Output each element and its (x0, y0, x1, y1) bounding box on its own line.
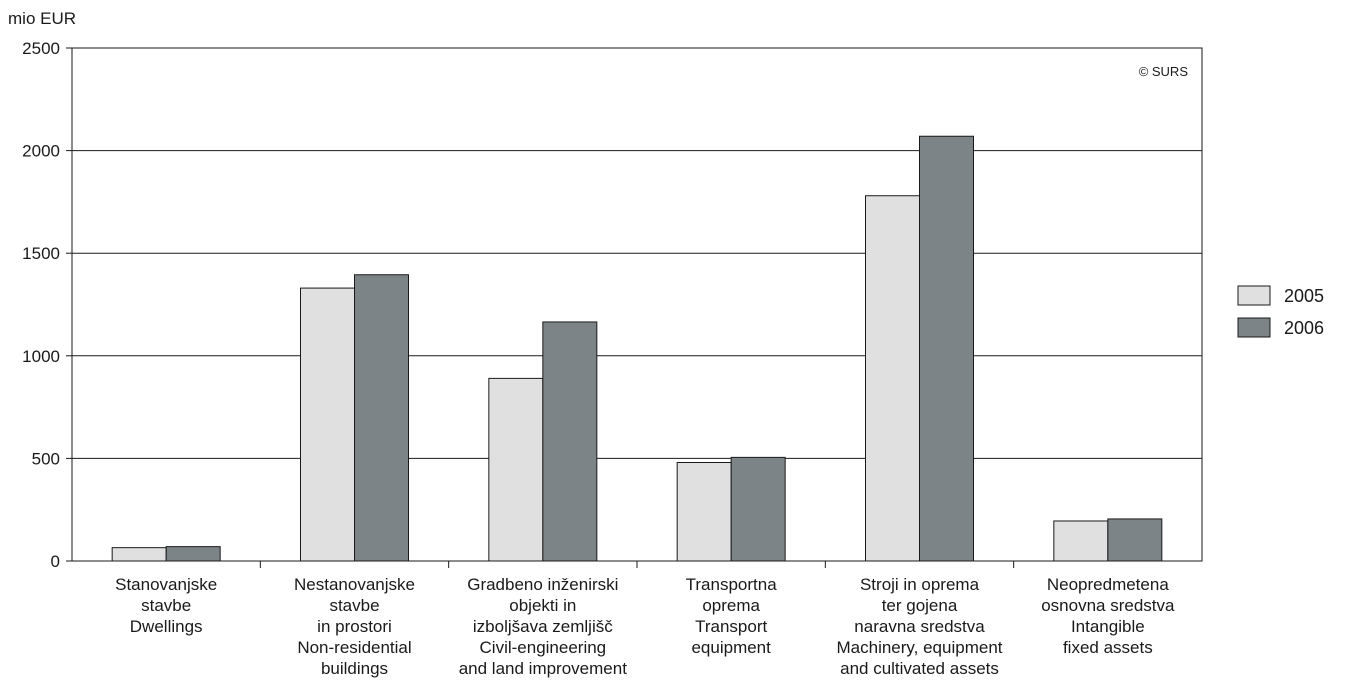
x-category-label: Transportna (686, 575, 778, 594)
x-category-label: Intangible (1071, 617, 1145, 636)
x-category-label: oprema (702, 596, 760, 615)
legend: 2005 2006 (1237, 285, 1324, 338)
x-category-label: Stanovanjske (115, 575, 217, 594)
x-category-label: Neopredmetena (1047, 575, 1169, 594)
plot-frame (71, 47, 1203, 562)
x-category-label: Gradbeno inženirski (467, 575, 618, 594)
x-category-label: Transport (695, 617, 767, 636)
x-category-label: stavbe (329, 596, 379, 615)
x-category-label: and cultivated assets (840, 659, 999, 678)
x-category-label: Civil-engineering (480, 638, 607, 657)
legend-swatch-2006 (1237, 317, 1271, 338)
y-tick-label: 2500 (22, 39, 60, 58)
x-category-label: Stroji in oprema (860, 575, 980, 594)
legend-label-2005: 2005 (1284, 286, 1324, 306)
legend-swatch-2005 (1237, 285, 1271, 306)
gridlines (72, 150, 1202, 459)
legend-label-2006: 2006 (1284, 318, 1324, 338)
x-category-label: in prostori (317, 617, 392, 636)
x-category-label: Dwellings (130, 617, 203, 636)
bar-2005 (1053, 520, 1109, 562)
x-category-label: izboljšava zemljišč (473, 617, 613, 636)
bar-2005 (676, 462, 732, 562)
bar-2006 (730, 456, 786, 562)
x-category-label: buildings (321, 659, 388, 678)
y-axis-unit-label: mio EUR (8, 9, 76, 28)
x-category-label: ter gojena (882, 596, 958, 615)
bar-2005 (111, 547, 167, 562)
y-axis: 0 500 1000 1500 2000 2500 (22, 39, 72, 571)
x-category-label: osnovna sredstva (1041, 596, 1175, 615)
x-category-label: objekti in (509, 596, 576, 615)
bar-2005 (865, 195, 920, 562)
y-tick-label: 0 (51, 552, 60, 571)
bar-2006 (165, 546, 221, 562)
x-category-label: stavbe (141, 596, 191, 615)
bar-2006 (1107, 518, 1163, 562)
x-category-label: naravna sredstva (854, 617, 985, 636)
y-tick-label: 1500 (22, 244, 60, 263)
x-category-label: Non-residential (297, 638, 411, 657)
x-category-label: Nestanovanjske (294, 575, 415, 594)
y-tick-label: 500 (32, 449, 60, 468)
x-category-label: fixed assets (1063, 638, 1153, 657)
x-category-label: equipment (691, 638, 771, 657)
copyright-note: © SURS (1139, 64, 1189, 79)
bar-2005 (300, 287, 355, 562)
y-tick-label: 2000 (22, 142, 60, 161)
x-axis: Stanovanjske stavbe Dwellings Nestanovanjsk… (115, 561, 1175, 678)
bar-2006 (354, 274, 409, 562)
bar-2005 (488, 377, 544, 562)
x-category-label: Machinery, equipment (837, 638, 1003, 657)
bars (111, 135, 1163, 562)
bar-2006 (919, 135, 974, 562)
bar-2006 (542, 321, 598, 562)
y-tick-label: 1000 (22, 347, 60, 366)
x-category-label: and land improvement (459, 659, 627, 678)
